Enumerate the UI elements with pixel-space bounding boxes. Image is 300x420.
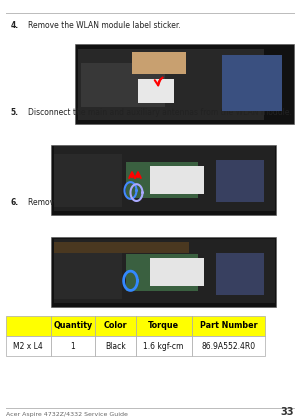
Text: 6.: 6. [11, 198, 19, 207]
Bar [51, 145, 276, 215]
Text: Quantity: Quantity [53, 321, 93, 331]
Bar [126, 254, 198, 291]
Text: Disconnect the main and auxiliary antennas from the WLAN module.: Disconnect the main and auxiliary antenn… [28, 108, 292, 117]
Text: Remove the WLAN module label sticker.: Remove the WLAN module label sticker. [28, 21, 181, 30]
Bar [54, 146, 274, 211]
Bar [136, 336, 192, 356]
Bar [192, 336, 265, 356]
Bar [78, 50, 264, 120]
Bar [81, 63, 165, 107]
Bar [150, 258, 204, 286]
Text: Acer Aspire 4732Z/4332 Service Guide: Acer Aspire 4732Z/4332 Service Guide [6, 412, 128, 417]
Text: 1.6 kgf-cm: 1.6 kgf-cm [143, 341, 184, 351]
Bar [75, 44, 294, 124]
Bar [6, 336, 51, 356]
Bar [95, 316, 136, 336]
Text: Black: Black [105, 341, 126, 351]
Text: 33: 33 [280, 407, 294, 417]
Text: 4.: 4. [11, 21, 19, 30]
Bar [51, 316, 95, 336]
Bar [132, 52, 186, 74]
Bar [150, 166, 204, 194]
Text: Torque: Torque [148, 321, 179, 331]
Text: Color: Color [103, 321, 127, 331]
Bar [192, 316, 265, 336]
Text: 1: 1 [70, 341, 75, 351]
Bar [95, 336, 136, 356]
Bar [54, 239, 274, 303]
Bar [54, 154, 122, 207]
Bar [54, 242, 189, 253]
Bar [51, 237, 276, 307]
Bar [216, 160, 264, 202]
Text: 5.: 5. [11, 108, 19, 117]
Text: Part Number: Part Number [200, 321, 257, 331]
Text: Remove the screw securing the WLAN module.: Remove the screw securing the WLAN modul… [28, 198, 208, 207]
Bar [222, 55, 282, 111]
Bar [138, 79, 174, 103]
Text: 86.9A552.4R0: 86.9A552.4R0 [201, 341, 256, 351]
Bar [126, 162, 198, 198]
Text: M2 x L4: M2 x L4 [14, 341, 43, 351]
Bar [216, 253, 264, 295]
Bar [136, 316, 192, 336]
Bar [54, 247, 122, 299]
Bar [51, 336, 95, 356]
Bar [6, 316, 51, 336]
